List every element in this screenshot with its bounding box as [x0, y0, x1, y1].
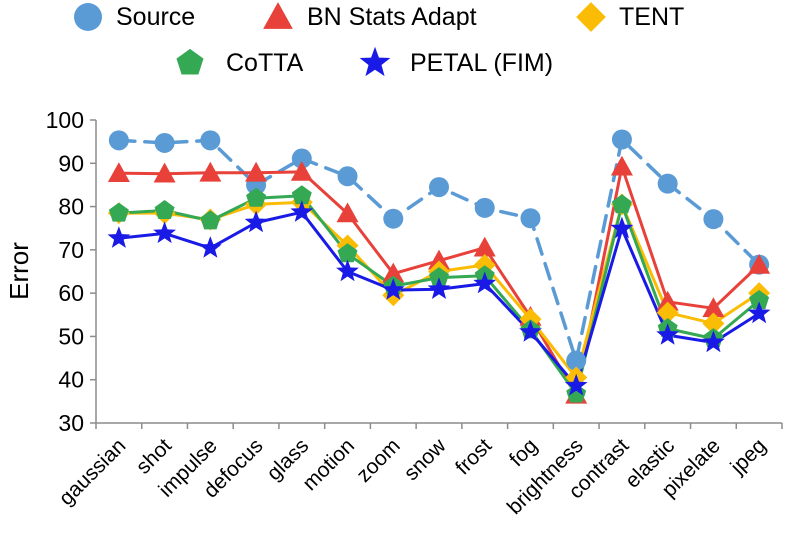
data-point-bn-stats-adapt-snow: [428, 249, 450, 270]
x-tick-label-zoom: zoom: [352, 434, 405, 487]
legend-label-tent: TENT: [619, 3, 684, 31]
x-tick-label-motion: motion: [298, 434, 359, 495]
data-point-bn-stats-adapt-motion: [336, 202, 359, 223]
data-point-bn-stats-adapt-shot: [153, 162, 176, 183]
data-point-cotta-motion: [337, 243, 358, 263]
data-point-source-frost: [474, 197, 495, 218]
y-ticks: 30 40 50 60 70 80 90 100: [46, 107, 96, 436]
data-point-cotta-snow: [429, 267, 449, 287]
legend-marker-bn-stats-adapt: [263, 2, 293, 29]
legend-label-source: Source: [116, 3, 195, 31]
data-point-bn-stats-adapt-jpeg: [748, 254, 771, 274]
x-tick-label-frost: frost: [451, 434, 496, 479]
legend-symbol-cotta: [176, 48, 204, 75]
legend-label-petal-fim: PETAL (FIM): [410, 49, 553, 77]
data-point-petal-fim-motion: [336, 259, 359, 282]
y-tick-label-40: 40: [58, 367, 84, 393]
legend: Source BN Stats Adapt TENT CoTTA PETAL (…: [74, 2, 684, 77]
legend-symbol-petal-fim: [359, 46, 391, 77]
series-points-bn-stats-adapt: [107, 155, 771, 404]
legend-item-source[interactable]: Source: [74, 3, 195, 31]
legend-item-petal-fim[interactable]: PETAL (FIM): [359, 46, 553, 77]
data-point-bn-stats-adapt-impulse: [199, 161, 222, 182]
data-point-petal-fim-defocus: [244, 210, 268, 233]
data-point-source-fog: [520, 208, 541, 229]
data-point-source-gaussian: [108, 130, 129, 151]
y-tick-label-30: 30: [58, 410, 84, 436]
x-tick-label-gaussian: gaussian: [55, 434, 131, 510]
data-point-bn-stats-adapt-contrast: [610, 155, 633, 176]
data-point-cotta-jpeg: [749, 290, 770, 309]
y-tick-label-70: 70: [58, 237, 84, 263]
data-point-petal-fim-gaussian: [107, 226, 131, 248]
data-point-cotta-defocus: [246, 187, 267, 207]
data-point-tent-pixelate: [702, 312, 725, 335]
legend-item-cotta[interactable]: CoTTA: [176, 48, 304, 77]
data-point-cotta-gaussian: [108, 202, 129, 222]
data-point-source-shot: [154, 132, 175, 153]
data-point-cotta-shot: [154, 200, 175, 219]
data-point-petal-fim-shot: [153, 221, 176, 244]
data-point-tent-elastic: [656, 301, 679, 324]
data-point-bn-stats-adapt-elastic: [656, 290, 679, 311]
data-point-source-contrast: [611, 129, 632, 150]
legend-marker-tent: [576, 2, 606, 32]
legend-label-cotta: CoTTA: [226, 49, 304, 77]
data-point-source-snow: [429, 177, 449, 198]
data-point-bn-stats-adapt-frost: [473, 236, 496, 257]
data-point-petal-fim-brightness: [564, 373, 588, 396]
data-point-petal-fim-zoom: [381, 278, 405, 300]
data-point-source-brightness: [566, 350, 587, 371]
data-point-petal-fim-contrast: [610, 216, 634, 239]
data-point-source-zoom: [383, 208, 404, 229]
data-point-bn-stats-adapt-pixelate: [702, 297, 725, 318]
legend-item-tent[interactable]: TENT: [576, 2, 684, 32]
data-point-cotta-impulse: [200, 210, 221, 230]
x-tick-label-fog: fog: [505, 434, 542, 471]
data-point-source-glass: [291, 148, 312, 169]
data-point-cotta-glass: [291, 185, 312, 205]
data-point-bn-stats-adapt-zoom: [382, 262, 405, 283]
data-point-cotta-contrast: [611, 194, 632, 214]
plot-area: [107, 129, 771, 404]
data-point-petal-fim-impulse: [198, 236, 222, 258]
y-axis-title: Error: [4, 242, 34, 300]
data-point-source-elastic: [657, 173, 678, 194]
y-tick-label-90: 90: [58, 150, 84, 176]
data-point-petal-fim-elastic: [656, 323, 680, 345]
legend-label-bn-stats-adapt: BN Stats Adapt: [307, 3, 477, 31]
data-point-source-impulse: [200, 130, 221, 151]
data-point-source-motion: [337, 166, 358, 187]
x-tick-label-jpeg: jpeg: [726, 434, 771, 479]
data-point-petal-fim-glass: [290, 200, 314, 222]
data-point-petal-fim-pixelate: [702, 330, 725, 353]
legend-item-bn-stats-adapt[interactable]: BN Stats Adapt: [263, 2, 477, 31]
legend-symbol-tent: [576, 2, 606, 32]
legend-marker-cotta: [176, 48, 204, 75]
data-point-petal-fim-snow: [427, 277, 451, 299]
data-point-petal-fim-jpeg: [747, 301, 771, 324]
y-tick-label-50: 50: [58, 323, 84, 349]
legend-marker-source: [74, 3, 102, 31]
x-ticks: gaussian shotimpulsedefocusglassmotionzoo…: [55, 423, 783, 519]
x-tick-label-snow: snow: [400, 434, 452, 486]
series-points-source: [108, 129, 770, 371]
legend-marker-petal-fim: [359, 46, 391, 77]
data-point-source-pixelate: [703, 209, 724, 230]
legend-symbol-source: [74, 3, 102, 31]
data-point-petal-fim-frost: [473, 271, 497, 294]
data-point-bn-stats-adapt-gaussian: [107, 162, 130, 183]
y-tick-label-60: 60: [58, 280, 84, 306]
legend-symbol-bn-stats-adapt: [263, 2, 293, 29]
data-point-bn-stats-adapt-glass: [290, 160, 313, 181]
axes: [95, 120, 782, 424]
data-point-bn-stats-adapt-defocus: [245, 161, 268, 182]
y-tick-label-100: 100: [46, 107, 84, 133]
series-points-petal-fim: [107, 200, 771, 396]
data-point-petal-fim-fog: [519, 320, 542, 342]
y-tick-label-80: 80: [58, 194, 84, 220]
